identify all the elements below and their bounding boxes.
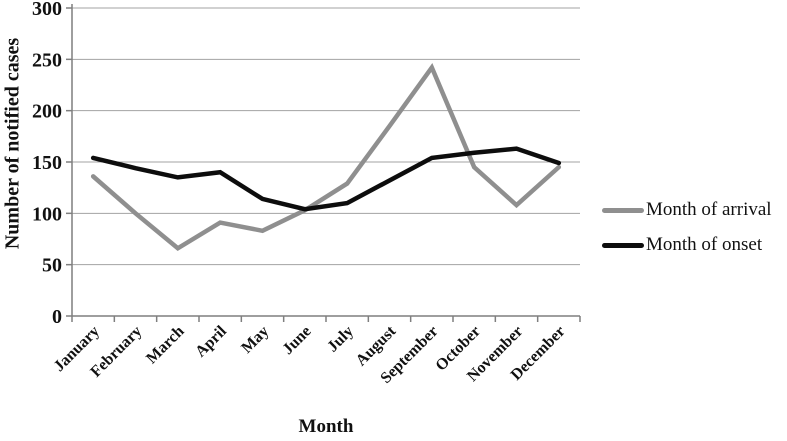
y-tick-label: 250 [32, 49, 62, 71]
legend-item-month-of-onset: Month of onset [602, 234, 772, 256]
legend-item-month-of-arrival: Month of arrival [602, 199, 772, 221]
y-tick-label: 100 [32, 203, 62, 225]
x-category-label: June [279, 323, 314, 358]
y-tick-label: 50 [42, 255, 62, 277]
y-tick-label: 150 [32, 152, 62, 174]
arrival-series-swatch [602, 207, 644, 213]
onset-series-swatch [602, 242, 644, 248]
x-category-label: March [143, 323, 188, 368]
x-axis-title: Month [298, 416, 354, 437]
legend-label-month-of-onset: Month of onset [646, 234, 763, 255]
series-line-month-of-onset [90, 146, 562, 212]
y-axis-title: Number of notified cases [1, 37, 24, 250]
x-category-label: July [324, 323, 357, 356]
x-category-label: May [238, 323, 272, 357]
y-tick-label: 300 [32, 0, 62, 20]
y-tick-label: 0 [52, 306, 62, 328]
chart-legend: Month of arrival Month of onset [602, 199, 772, 256]
y-tick-label: 200 [32, 101, 62, 123]
x-category-label: April [192, 322, 230, 360]
series-line-month-of-arrival [90, 62, 562, 251]
legend-label-month-of-arrival: Month of arrival [646, 199, 772, 220]
